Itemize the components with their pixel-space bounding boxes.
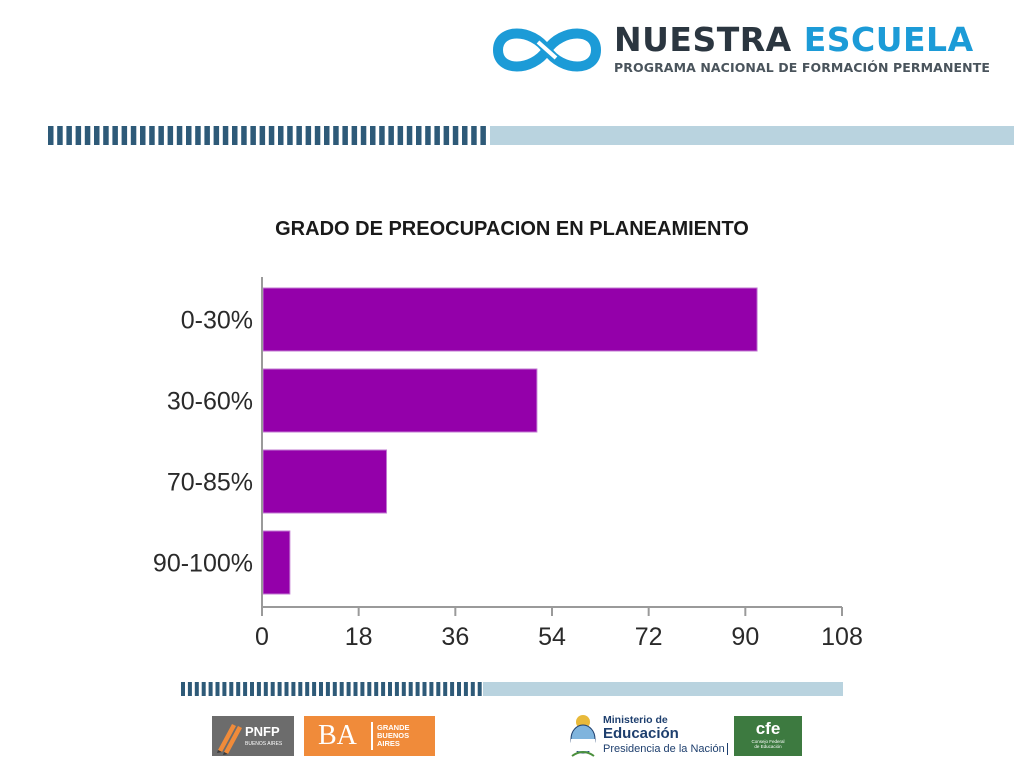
cfe-subtitle-line-1: Consejo Federal — [751, 739, 785, 744]
bar-0 — [262, 287, 758, 352]
x-tick-label-5: 90 — [731, 623, 759, 651]
bar-1 — [262, 368, 538, 433]
x-tick-label-3: 54 — [538, 623, 566, 651]
category-label-3: 90-100% — [153, 550, 253, 578]
brand-word-1: NUESTRA — [614, 20, 792, 59]
ministerio-educacion-logo: Ministerio de Educación Presidencia de l… — [566, 711, 728, 759]
ba-title: BA — [318, 720, 357, 751]
pnfp-subtitle: BUENOS AIRES — [245, 741, 283, 747]
pnfp-logo: PNFP BUENOS AIRES — [212, 716, 294, 756]
x-tick-label-4: 72 — [635, 623, 663, 651]
category-label-1: 30-60% — [167, 388, 253, 416]
brand-name: NUESTRA ESCUELA — [614, 20, 974, 59]
coat-of-arms-icon — [570, 715, 596, 757]
brand-subtitle: PROGRAMA NACIONAL DE FORMACIÓN PERMANENT… — [614, 60, 990, 75]
ministry-line-3: Presidencia de la Nación — [603, 743, 728, 755]
bar-3 — [262, 530, 291, 595]
nuestra-escuela-logo: NUESTRA ESCUELA PROGRAMA NACIONAL DE FOR… — [488, 18, 990, 82]
x-tick-label-2: 36 — [441, 623, 469, 651]
ba-logo: BA GRANDE BUENOS AIRES — [304, 716, 435, 756]
bottom-stripe-divider — [181, 682, 843, 696]
pencils-icon — [217, 724, 242, 755]
cfe-subtitle-line-2: de Educación — [754, 744, 782, 749]
ba-subtitle-line-2: BUENOS — [377, 731, 410, 740]
ba-subtitle: GRANDE BUENOS AIRES — [377, 724, 433, 748]
category-label-0: 0-30% — [181, 307, 253, 335]
ministry-line-2: Educación — [603, 725, 679, 742]
ba-subtitle-line-1: GRANDE — [377, 723, 410, 732]
x-tick-label-0: 0 — [255, 623, 269, 651]
brand-word-2: ESCUELA — [803, 20, 974, 59]
chart-title: GRADO DE PREOCUPACION EN PLANEAMIENTO — [275, 218, 749, 240]
pnfp-title: PNFP — [245, 724, 280, 739]
cfe-logo: cfe Consejo Federal de Educación — [734, 716, 802, 756]
ministry-line-1: Ministerio de — [603, 714, 668, 726]
bar-2 — [262, 449, 388, 514]
x-tick-label-1: 18 — [345, 623, 373, 651]
top-stripe-divider — [48, 126, 1014, 145]
category-label-2: 70-85% — [167, 469, 253, 497]
infinity-icon — [493, 28, 601, 72]
x-tick-label-6: 108 — [821, 623, 863, 651]
ba-subtitle-line-3: AIRES — [377, 739, 400, 748]
cfe-subtitle: Consejo Federal de Educación — [734, 739, 802, 749]
cfe-title: cfe — [755, 719, 781, 738]
